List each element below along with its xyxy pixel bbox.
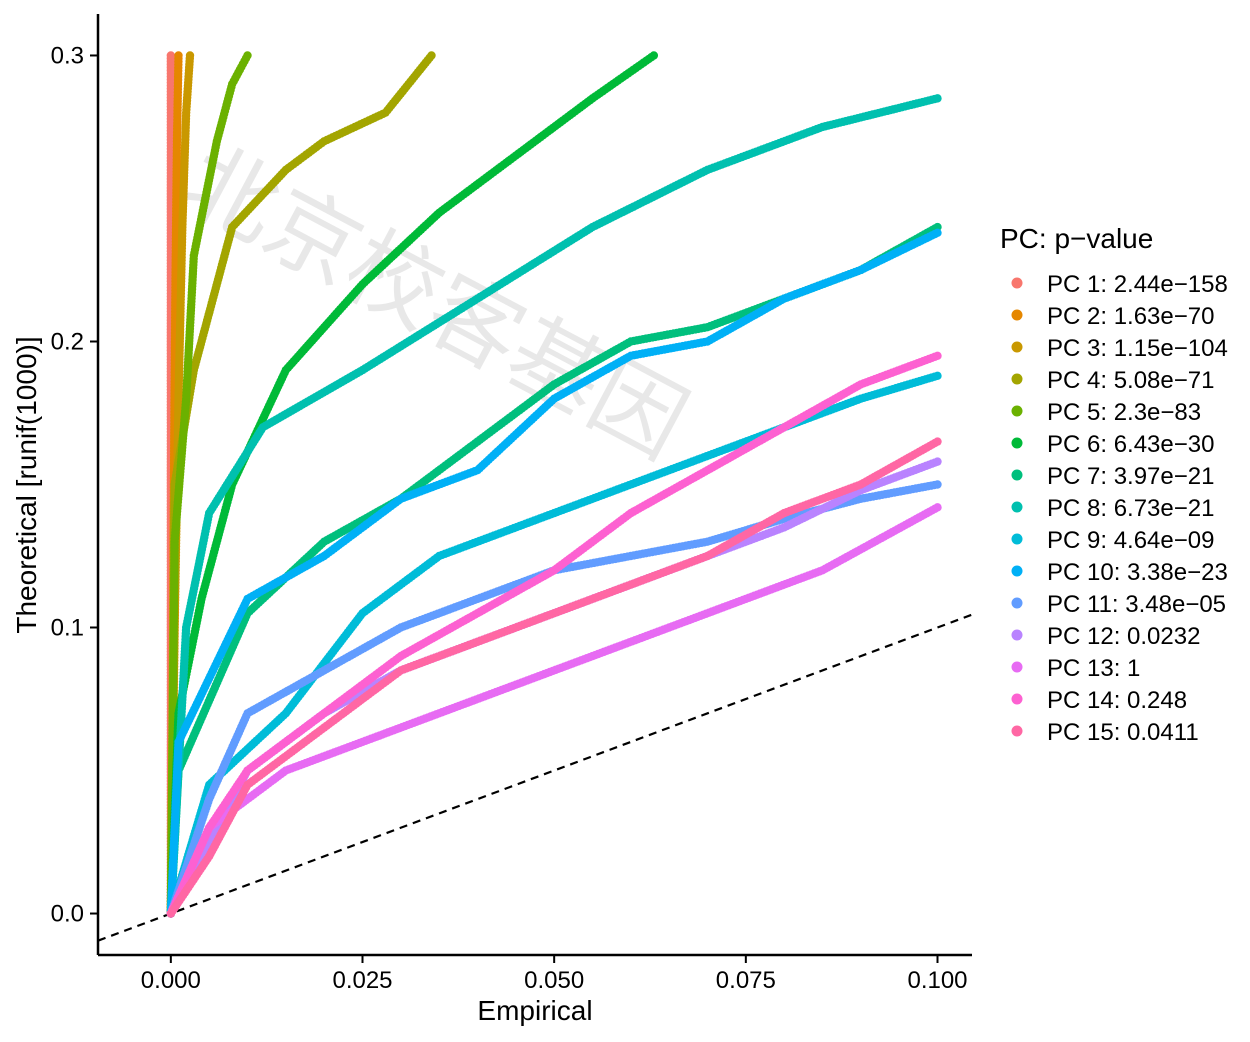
y-tick-label: 0.0 <box>51 901 84 928</box>
legend-label: PC 7: 3.97e−21 <box>1047 463 1214 490</box>
data-point <box>933 457 942 466</box>
x-tick-label: 0.050 <box>524 967 584 994</box>
data-point <box>933 351 942 360</box>
series-10 <box>166 228 942 918</box>
legend-item: PC 12: 0.0232 <box>1011 623 1200 650</box>
reference-line-layer <box>97 613 973 942</box>
legend-item: PC 7: 3.97e−21 <box>1011 463 1214 490</box>
legend-key <box>1011 597 1023 609</box>
data-point <box>933 371 942 381</box>
legend-label: PC 10: 3.38e−23 <box>1047 559 1228 586</box>
legend-key <box>1011 309 1023 321</box>
data-point <box>933 480 942 489</box>
legend-items: PC 1: 2.44e−158 PC 2: 1.63e−70 PC 3: 1.15e… <box>1011 271 1228 746</box>
data-point <box>933 94 942 103</box>
y-tick-label: 0.1 <box>51 615 84 642</box>
legend-item: PC 8: 6.73e−21 <box>1011 495 1214 522</box>
legend-item: PC 4: 5.08e−71 <box>1011 367 1214 394</box>
legend-key <box>1011 725 1023 737</box>
legend-item: PC 11: 3.48e−05 <box>1011 591 1226 618</box>
series-11 <box>166 480 942 918</box>
legend-item: PC 10: 3.38e−23 <box>1011 559 1228 586</box>
legend-key <box>1011 373 1023 385</box>
legend-item: PC 2: 1.63e−70 <box>1011 303 1214 330</box>
series-12 <box>166 457 942 918</box>
data-point <box>243 51 252 60</box>
legend-key <box>1011 533 1023 545</box>
legend-label: PC 13: 1 <box>1047 655 1140 682</box>
legend-label: PC 2: 1.63e−70 <box>1047 303 1214 330</box>
legend-key <box>1011 469 1023 481</box>
data-point <box>649 51 659 60</box>
legend-item: PC 15: 0.0411 <box>1011 719 1199 746</box>
legend-label: PC 14: 0.248 <box>1047 687 1187 714</box>
legend-label: PC 11: 3.48e−05 <box>1047 591 1226 618</box>
x-tick-label: 0.075 <box>716 967 776 994</box>
data-point <box>933 503 942 512</box>
legend-item: PC 6: 6.43e−30 <box>1011 431 1214 458</box>
x-tick-label: 0.100 <box>907 967 967 994</box>
y-axis-title: Theoretical [runif(1000)] <box>11 336 42 633</box>
legend-key <box>1011 341 1023 353</box>
data-point <box>185 51 195 60</box>
legend-key <box>1011 565 1023 577</box>
legend-key <box>1011 277 1023 289</box>
legend-key <box>1011 693 1023 705</box>
x-tick-label: 0.000 <box>141 967 201 994</box>
legend-label: PC 3: 1.15e−104 <box>1047 335 1228 362</box>
legend: PC: p−value PC 1: 2.44e−158 PC 2: 1.63e−7… <box>1000 223 1228 746</box>
legend-label: PC 4: 5.08e−71 <box>1047 367 1214 394</box>
legend-item: PC 3: 1.15e−104 <box>1011 335 1228 362</box>
legend-title: PC: p−value <box>1000 223 1153 254</box>
data-point <box>174 51 183 60</box>
series-15 <box>166 437 942 918</box>
y-tick-label: 0.3 <box>51 42 84 69</box>
legend-label: PC 6: 6.43e−30 <box>1047 431 1214 458</box>
legend-key <box>1011 405 1023 417</box>
reference-line <box>97 613 973 942</box>
series-9 <box>166 371 942 918</box>
legend-item: PC 5: 2.3e−83 <box>1011 399 1201 426</box>
legend-item: PC 1: 2.44e−158 <box>1011 271 1228 298</box>
series-14 <box>166 351 942 918</box>
watermark-text: 北京校客基因 <box>166 125 704 479</box>
legend-label: PC 9: 4.64e−09 <box>1047 527 1214 554</box>
data-point <box>933 437 942 446</box>
legend-label: PC 15: 0.0411 <box>1047 719 1199 746</box>
legend-key <box>1011 629 1023 641</box>
axes-layer <box>96 14 972 957</box>
x-tick-label: 0.025 <box>332 967 392 994</box>
legend-item: PC 9: 4.64e−09 <box>1011 527 1214 554</box>
legend-label: PC 12: 0.0232 <box>1047 623 1200 650</box>
legend-label: PC 1: 2.44e−158 <box>1047 271 1228 298</box>
legend-key <box>1011 661 1023 673</box>
data-point <box>166 51 176 60</box>
ticks-layer: 0.000 0.025 0.050 0.075 0.100 0.0 0.1 0.2 0.3 <box>51 42 968 994</box>
data-point <box>427 51 436 60</box>
x-axis-title: Empirical <box>477 995 592 1026</box>
legend-key <box>1011 437 1023 449</box>
series-8 <box>166 94 942 918</box>
legend-key <box>1011 501 1023 513</box>
y-tick-label: 0.2 <box>51 328 84 355</box>
legend-label: PC 8: 6.73e−21 <box>1047 495 1214 522</box>
series-layer <box>166 51 942 918</box>
legend-item: PC 14: 0.248 <box>1011 687 1187 714</box>
legend-item: PC 13: 1 <box>1011 655 1140 682</box>
legend-label: PC 5: 2.3e−83 <box>1047 399 1201 426</box>
data-point <box>933 228 942 238</box>
